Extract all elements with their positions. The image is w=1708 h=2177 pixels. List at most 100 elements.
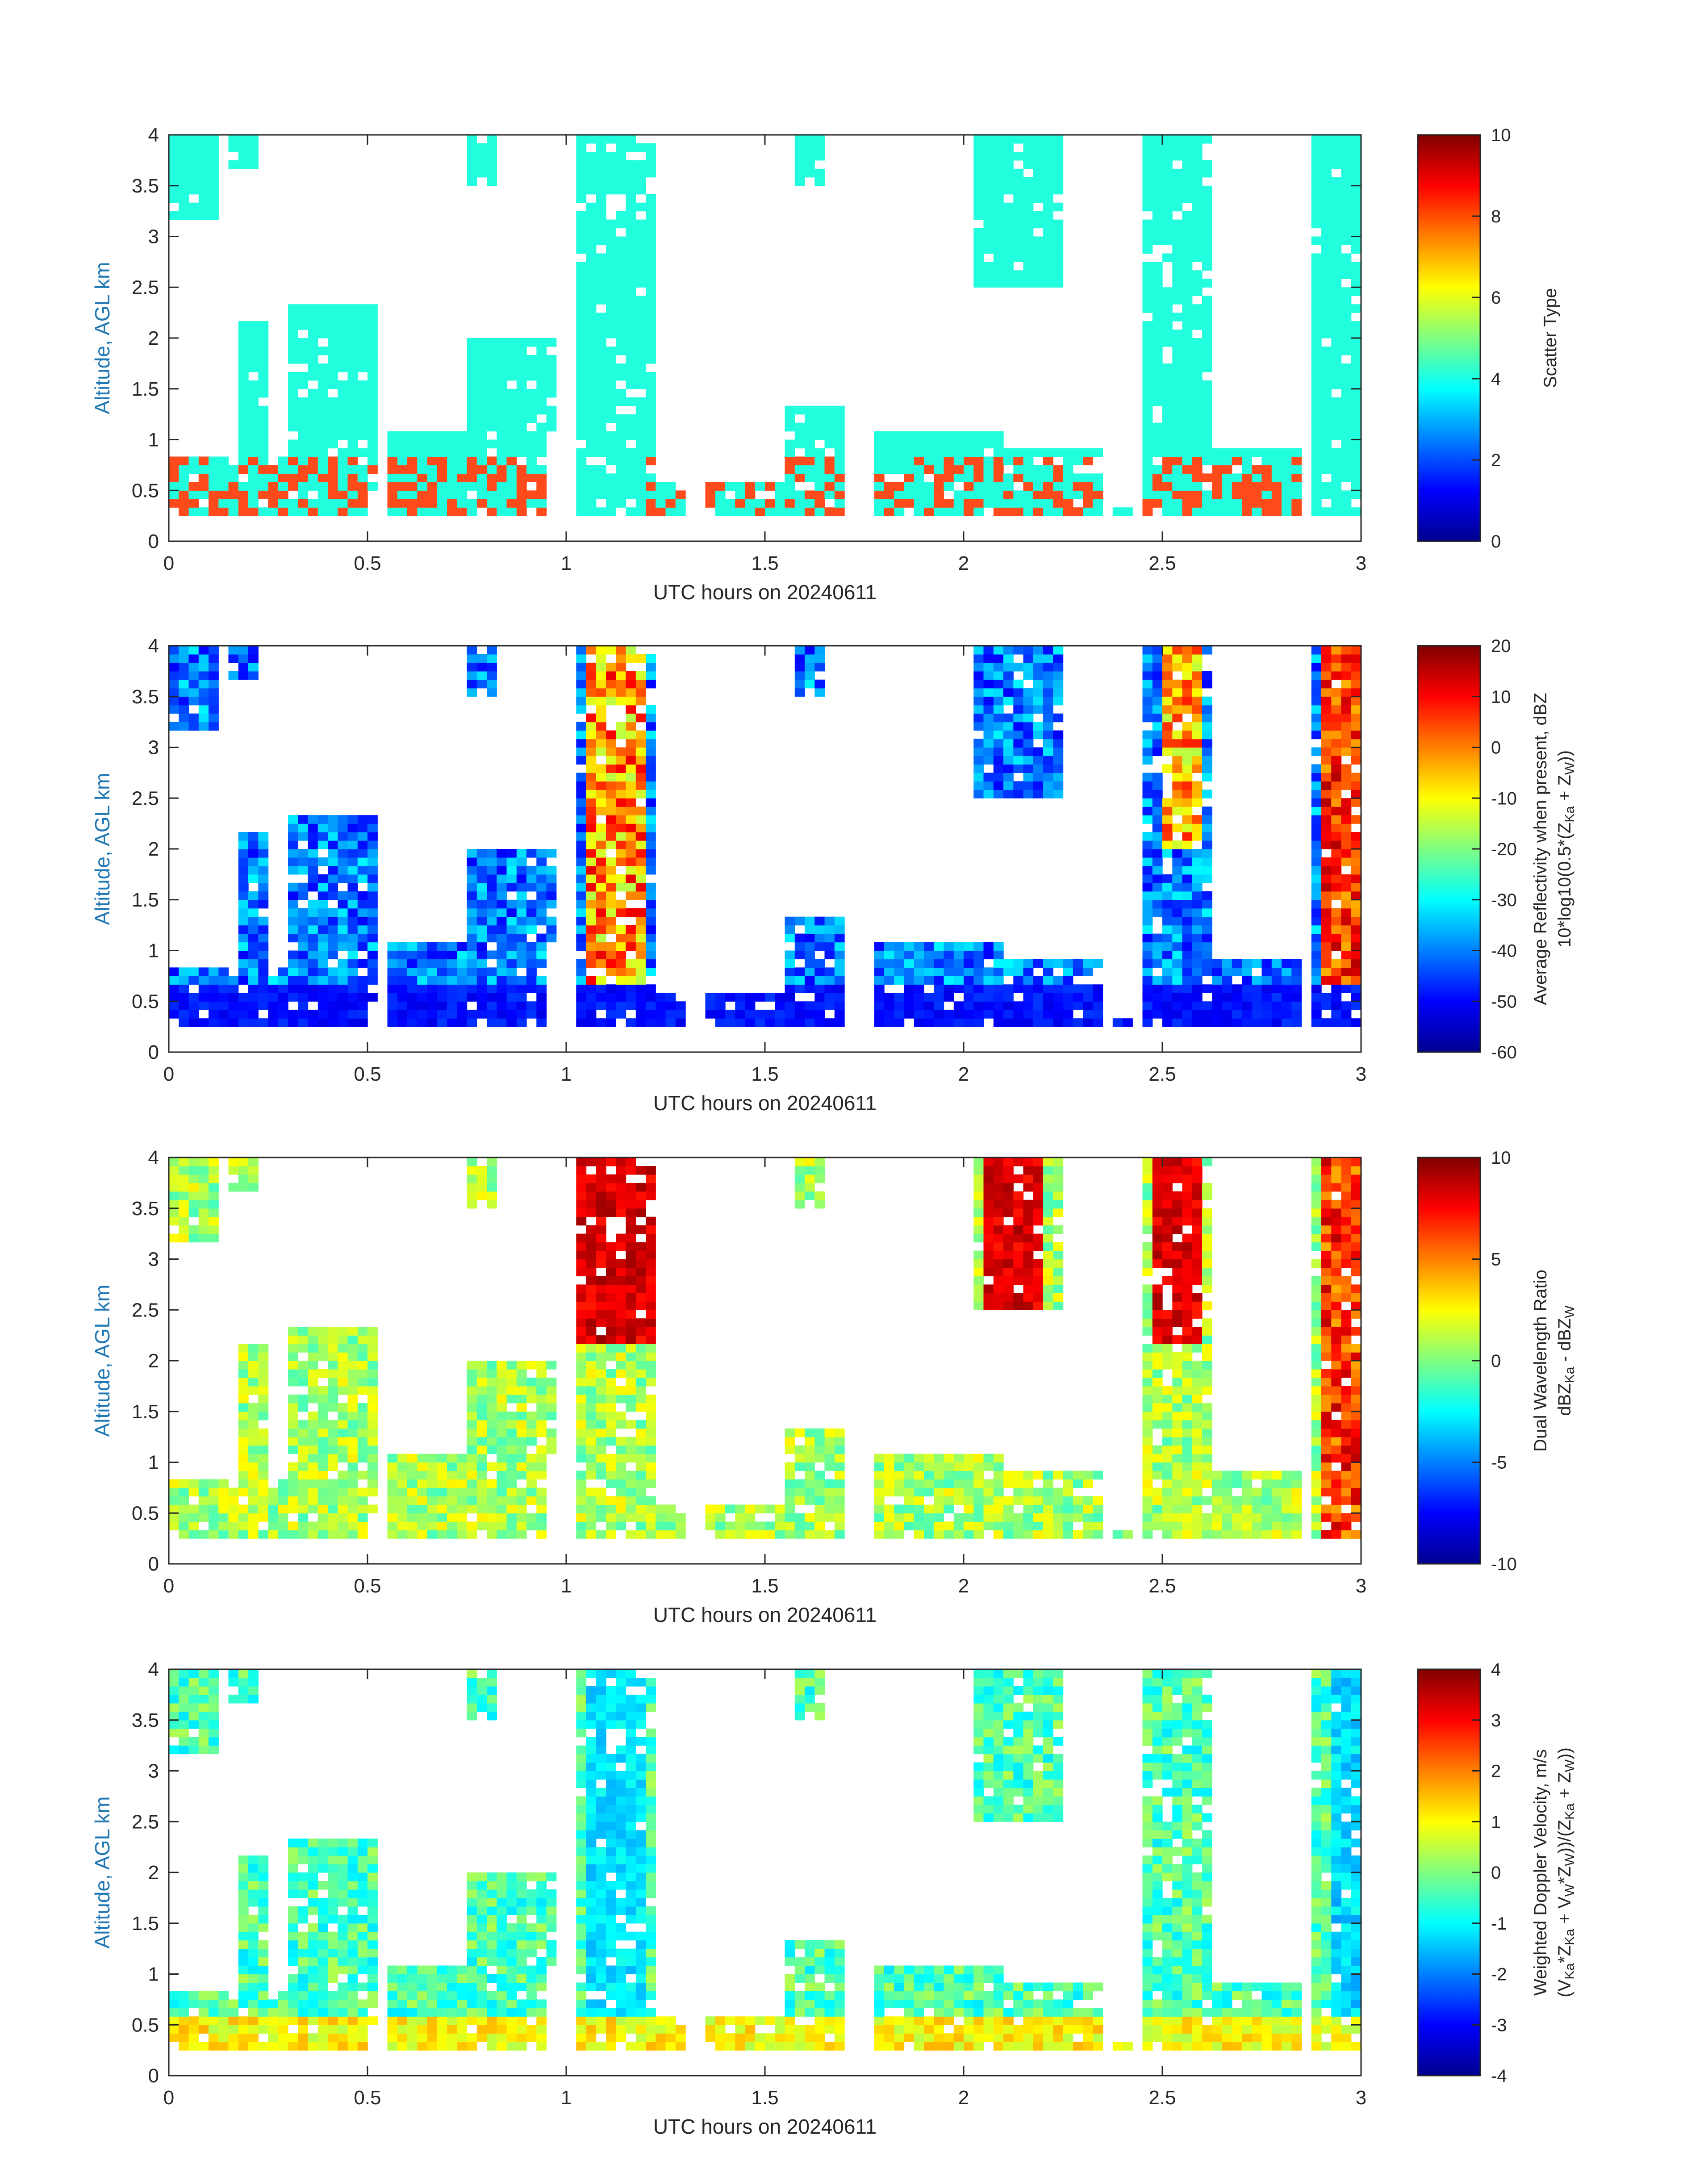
heatmap-cell: [526, 338, 537, 347]
heatmap-cell: [288, 984, 298, 993]
heatmap-cell: [635, 380, 646, 389]
heatmap-cell: [993, 942, 1004, 951]
heatmap-cell: [1162, 891, 1173, 900]
heatmap-cell: [1013, 1001, 1024, 1010]
heatmap-cell: [1291, 456, 1302, 465]
heatmap-cell: [487, 160, 497, 169]
heatmap-cell: [646, 1018, 656, 1027]
heatmap-cell: [1311, 507, 1322, 516]
heatmap-cell: [705, 993, 716, 1002]
heatmap-cell: [1172, 798, 1183, 807]
heatmap-cell: [1162, 219, 1173, 229]
heatmap-cell: [437, 507, 447, 516]
heatmap-cell: [1282, 490, 1292, 499]
heatmap-cell: [188, 507, 199, 516]
heatmap-cell: [308, 1428, 318, 1437]
heatmap-cell: [526, 397, 537, 406]
heatmap-cell: [626, 646, 636, 655]
heatmap-cell: [814, 422, 825, 432]
heatmap-cell: [218, 993, 229, 1002]
heatmap-cell: [1341, 882, 1352, 892]
heatmap-cell: [476, 857, 487, 866]
heatmap-cell: [1162, 840, 1173, 849]
heatmap-cell: [635, 976, 646, 985]
heatmap-cell: [576, 1335, 587, 1344]
heatmap-cell: [328, 857, 338, 866]
heatmap-cell: [198, 662, 209, 672]
heatmap-cell: [646, 764, 656, 773]
heatmap-cell: [1162, 722, 1173, 731]
heatmap-cell: [1311, 304, 1322, 313]
heatmap-cell: [944, 499, 954, 508]
heatmap-cell: [536, 976, 547, 985]
heatmap-cell: [526, 950, 537, 960]
heatmap-cell: [516, 1428, 527, 1437]
heatmap-cell: [1053, 143, 1064, 152]
heatmap-cell: [1351, 279, 1361, 288]
heatmap-cell: [516, 874, 527, 883]
heatmap-cell: [1341, 722, 1352, 731]
heatmap-cell: [497, 899, 507, 909]
heatmap-cell: [536, 1488, 547, 1496]
heatmap-cell: [616, 1318, 626, 1327]
heatmap-cell: [1282, 473, 1292, 482]
heatmap-cell: [596, 490, 606, 499]
heatmap-cell: [397, 1530, 408, 1539]
heatmap-cell: [248, 1001, 259, 1010]
heatmap-cell: [646, 287, 656, 296]
heatmap-cell: [646, 756, 656, 765]
heatmap-cell: [198, 1530, 209, 1539]
heatmap-cell: [1271, 967, 1282, 976]
heatmap-cell: [576, 899, 587, 909]
heatmap-cell: [1202, 908, 1212, 917]
heatmap-cell: [447, 473, 457, 482]
heatmap-cell: [606, 228, 616, 237]
heatmap-cell: [1212, 490, 1223, 499]
heatmap-cell: [367, 1403, 378, 1412]
heatmap-cell: [606, 296, 616, 305]
heatmap-cell: [1152, 781, 1163, 790]
heatmap-cell: [308, 1361, 318, 1370]
heatmap-cell: [288, 849, 298, 858]
heatmap-cell: [785, 422, 795, 432]
colorbar-gradient: [1417, 134, 1481, 542]
heatmap-cell: [198, 1504, 209, 1513]
heatmap-cell: [1013, 984, 1024, 993]
heatmap-cell: [467, 1437, 477, 1446]
heatmap-cell: [993, 143, 1004, 152]
heatmap-cell: [824, 1018, 835, 1027]
heatmap-cell: [606, 865, 616, 875]
heatmap-cell: [616, 942, 626, 951]
heatmap-cell: [447, 993, 457, 1002]
heatmap-cell: [397, 448, 408, 457]
heatmap-cell: [1192, 338, 1203, 347]
heatmap-cell: [457, 1018, 468, 1027]
heatmap-cell: [258, 959, 269, 968]
heatmap-cell: [467, 933, 477, 943]
heatmap-cell: [745, 993, 756, 1002]
y-tick-label: 4: [148, 124, 159, 146]
heatmap-cell: [1093, 499, 1103, 508]
heatmap-cell: [1212, 507, 1223, 516]
heatmap-cell: [1172, 287, 1183, 296]
heatmap-cell: [447, 967, 457, 976]
heatmap-cell: [745, 507, 756, 516]
heatmap-cell: [397, 465, 408, 474]
heatmap-cell: [894, 507, 905, 516]
heatmap-cell: [288, 959, 298, 968]
heatmap-cell: [497, 1369, 507, 1378]
heatmap-cell: [317, 330, 328, 338]
heatmap-cell: [1063, 1010, 1073, 1019]
heatmap-cell: [1003, 730, 1014, 740]
heatmap-cell: [417, 1471, 428, 1480]
heatmap-cell: [476, 143, 487, 152]
heatmap-cell: [506, 456, 517, 465]
heatmap-cell: [586, 1428, 597, 1437]
heatmap-cell: [1321, 253, 1332, 262]
heatmap-cell: [238, 405, 249, 415]
heatmap-cell: [506, 490, 517, 499]
heatmap-cell: [1142, 279, 1153, 288]
heatmap-cell: [1182, 211, 1193, 220]
heatmap-cell: [1291, 499, 1302, 508]
heatmap-cell: [308, 313, 318, 322]
